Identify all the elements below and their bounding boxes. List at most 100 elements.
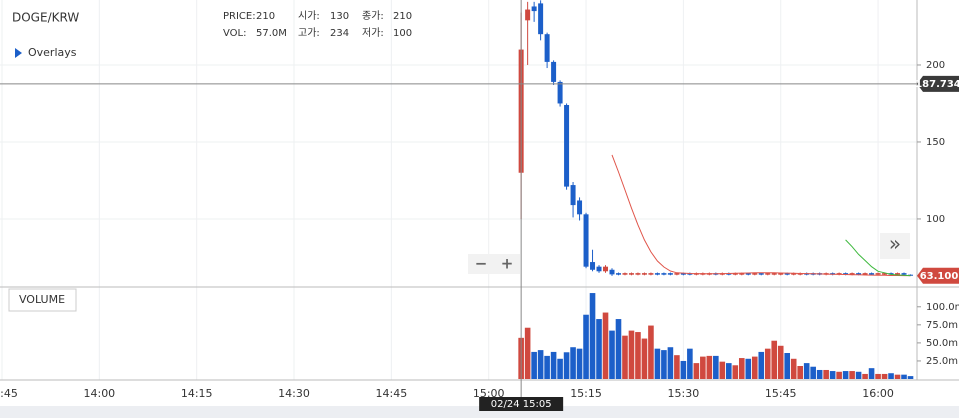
x-tick-label: 15:00 [473, 387, 505, 400]
zoom-out-button[interactable]: − [475, 255, 488, 273]
volume-bar [589, 293, 596, 379]
volume-bar [823, 369, 829, 379]
volume-bar [745, 358, 752, 379]
volume-bar [615, 319, 622, 379]
volume-bar [680, 360, 687, 379]
candle-body [869, 273, 875, 275]
zoom-in-button[interactable]: + [501, 255, 514, 273]
volume-title: VOLUME [19, 293, 65, 306]
x-tick-label: 14:45 [376, 387, 408, 400]
volume-bar [726, 363, 732, 379]
candle-body [635, 273, 641, 275]
volume-bar [888, 373, 894, 379]
candle-body [778, 273, 784, 275]
volume-bar [674, 355, 680, 379]
crosshair-x-badge [479, 397, 564, 411]
volume-bar [654, 348, 661, 379]
volume-bar [596, 319, 602, 379]
volume-bar [855, 371, 862, 379]
candle-body [882, 273, 888, 275]
volume-bar [602, 312, 609, 379]
candle-body [908, 274, 914, 276]
x-tick-label: 15:45 [765, 387, 797, 400]
volume-bar [531, 351, 537, 379]
candle-body [674, 273, 680, 275]
candle-body [739, 273, 745, 275]
volume-bar [622, 335, 628, 379]
volume-bar [544, 355, 550, 379]
candle-body [603, 266, 609, 272]
overlay-line [845, 239, 911, 277]
candle-body [615, 273, 621, 275]
info-value: 234 [330, 28, 349, 39]
candle-body [849, 273, 855, 275]
candle-body [609, 269, 615, 275]
candle-body [628, 273, 634, 275]
volume-bar [849, 371, 855, 379]
volume-bar [687, 348, 693, 379]
x-tick-label: 15:30 [668, 387, 700, 400]
candle-body [784, 273, 790, 275]
info-value: 57.0M [256, 28, 287, 39]
candle-body [564, 105, 570, 187]
x-tick-label: 13:45 [0, 387, 18, 400]
volume-bar [868, 368, 875, 379]
candle-body [895, 273, 901, 275]
info-label: VOL: [223, 28, 246, 39]
candle-body [862, 273, 868, 275]
y-tick-label: 100.0m [926, 302, 959, 313]
volume-bar [784, 353, 791, 379]
info-label: 고가: [298, 27, 320, 39]
candle-body [648, 273, 654, 275]
overlays-toggle-icon[interactable] [15, 48, 22, 58]
candle-body [596, 266, 602, 272]
volume-bar [732, 365, 739, 379]
volume-bar [894, 374, 901, 379]
volume-bar [641, 338, 648, 379]
overlays-toggle[interactable]: Overlays [28, 46, 77, 59]
candle-body [732, 273, 738, 275]
volume-bar [693, 363, 700, 379]
info-label: 시가: [298, 10, 320, 22]
volume-bar [771, 340, 778, 379]
volume-bar [738, 358, 745, 379]
candle-body [538, 3, 544, 35]
candle-body [875, 273, 881, 275]
x-tick-label: 15:15 [570, 387, 602, 400]
volume-bar [609, 330, 615, 379]
volume-bar [661, 350, 667, 379]
info-label: PRICE: [223, 11, 256, 22]
candle-body [901, 273, 907, 275]
candle-body [531, 6, 537, 12]
scroll-button-bg[interactable] [880, 233, 910, 259]
candle-body [641, 273, 647, 275]
info-value: 130 [330, 11, 349, 22]
volume-bar [751, 356, 758, 379]
volume-bar [713, 355, 719, 379]
volume-bar [836, 371, 842, 379]
last-price-label: 63.100 [920, 271, 959, 282]
volume-bar [700, 356, 706, 379]
bottom-strip [0, 406, 959, 418]
volume-bar [583, 314, 589, 379]
chart-title: DOGE/KRW [12, 11, 79, 25]
volume-bar [901, 374, 907, 379]
candle-body [551, 61, 557, 82]
candle-body [667, 273, 673, 275]
info-value: 210 [393, 11, 412, 22]
candle-body [765, 273, 771, 275]
info-label: 종가: [362, 10, 384, 22]
info-value: 100 [393, 28, 412, 39]
volume-bar [635, 332, 641, 379]
overlay-line [611, 154, 911, 277]
scroll-button[interactable]: » [889, 232, 901, 256]
volume-bar [706, 355, 713, 379]
candle-body [843, 273, 849, 275]
candle-body [791, 273, 797, 275]
info-value: 210 [256, 11, 275, 22]
volume-bar [550, 351, 557, 379]
y-tick-label: 100 [926, 214, 945, 225]
volume-bar [816, 369, 823, 379]
volume-bar [829, 371, 836, 379]
volume-bar [790, 358, 797, 379]
